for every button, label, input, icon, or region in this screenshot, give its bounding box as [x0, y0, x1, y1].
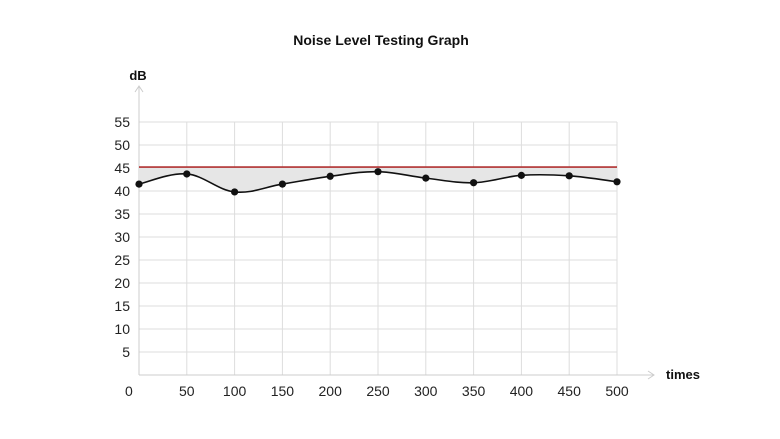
x-axis-label: times	[666, 367, 700, 382]
y-tick-label: 55	[114, 114, 130, 130]
data-point	[183, 170, 191, 178]
x-tick-label: 200	[319, 383, 343, 399]
x-tick-label: 250	[366, 383, 390, 399]
x-tick-label: 50	[179, 383, 195, 399]
y-tick-label: 15	[114, 298, 130, 314]
y-tick-label: 40	[114, 183, 130, 199]
data-point	[278, 180, 286, 188]
y-tick-label: 35	[114, 206, 130, 222]
y-axis-label: dB	[129, 68, 146, 83]
y-axis-arrow	[134, 85, 144, 93]
series-layer	[135, 168, 621, 196]
data-point	[231, 188, 239, 196]
y-tick-label: 50	[114, 137, 130, 153]
x-tick-label: 100	[223, 383, 247, 399]
x-tick-label: 350	[462, 383, 486, 399]
data-point	[422, 174, 430, 182]
data-point	[326, 172, 334, 180]
y-tick-label: 25	[114, 252, 130, 268]
data-point	[374, 168, 382, 176]
x-tick-label: 0	[125, 383, 133, 399]
x-tick-label: 400	[510, 383, 534, 399]
x-tick-label: 150	[271, 383, 295, 399]
data-point	[565, 172, 573, 180]
data-point	[613, 178, 621, 186]
threshold-gap-area	[139, 167, 617, 193]
threshold-gap-fill	[139, 167, 617, 193]
x-tick-label: 500	[605, 383, 629, 399]
data-point	[135, 180, 143, 188]
chart-title: Noise Level Testing Graph	[293, 32, 469, 48]
x-tick-label: 300	[414, 383, 438, 399]
x-axis-arrow	[647, 370, 655, 380]
y-tick-label: 20	[114, 275, 130, 291]
y-tick-label: 45	[114, 160, 130, 176]
data-point	[470, 179, 478, 187]
y-tick-label: 30	[114, 229, 130, 245]
y-tick-label: 10	[114, 321, 130, 337]
tick-labels: 5 10 15 20 25 30 35 40 45 50 55 0 50 100 150 200 250 300 3…	[114, 114, 628, 399]
grid-lines	[139, 121, 618, 375]
data-point	[517, 171, 526, 179]
axes	[134, 85, 655, 380]
y-tick-label: 5	[122, 344, 130, 360]
x-tick-label: 450	[558, 383, 582, 399]
